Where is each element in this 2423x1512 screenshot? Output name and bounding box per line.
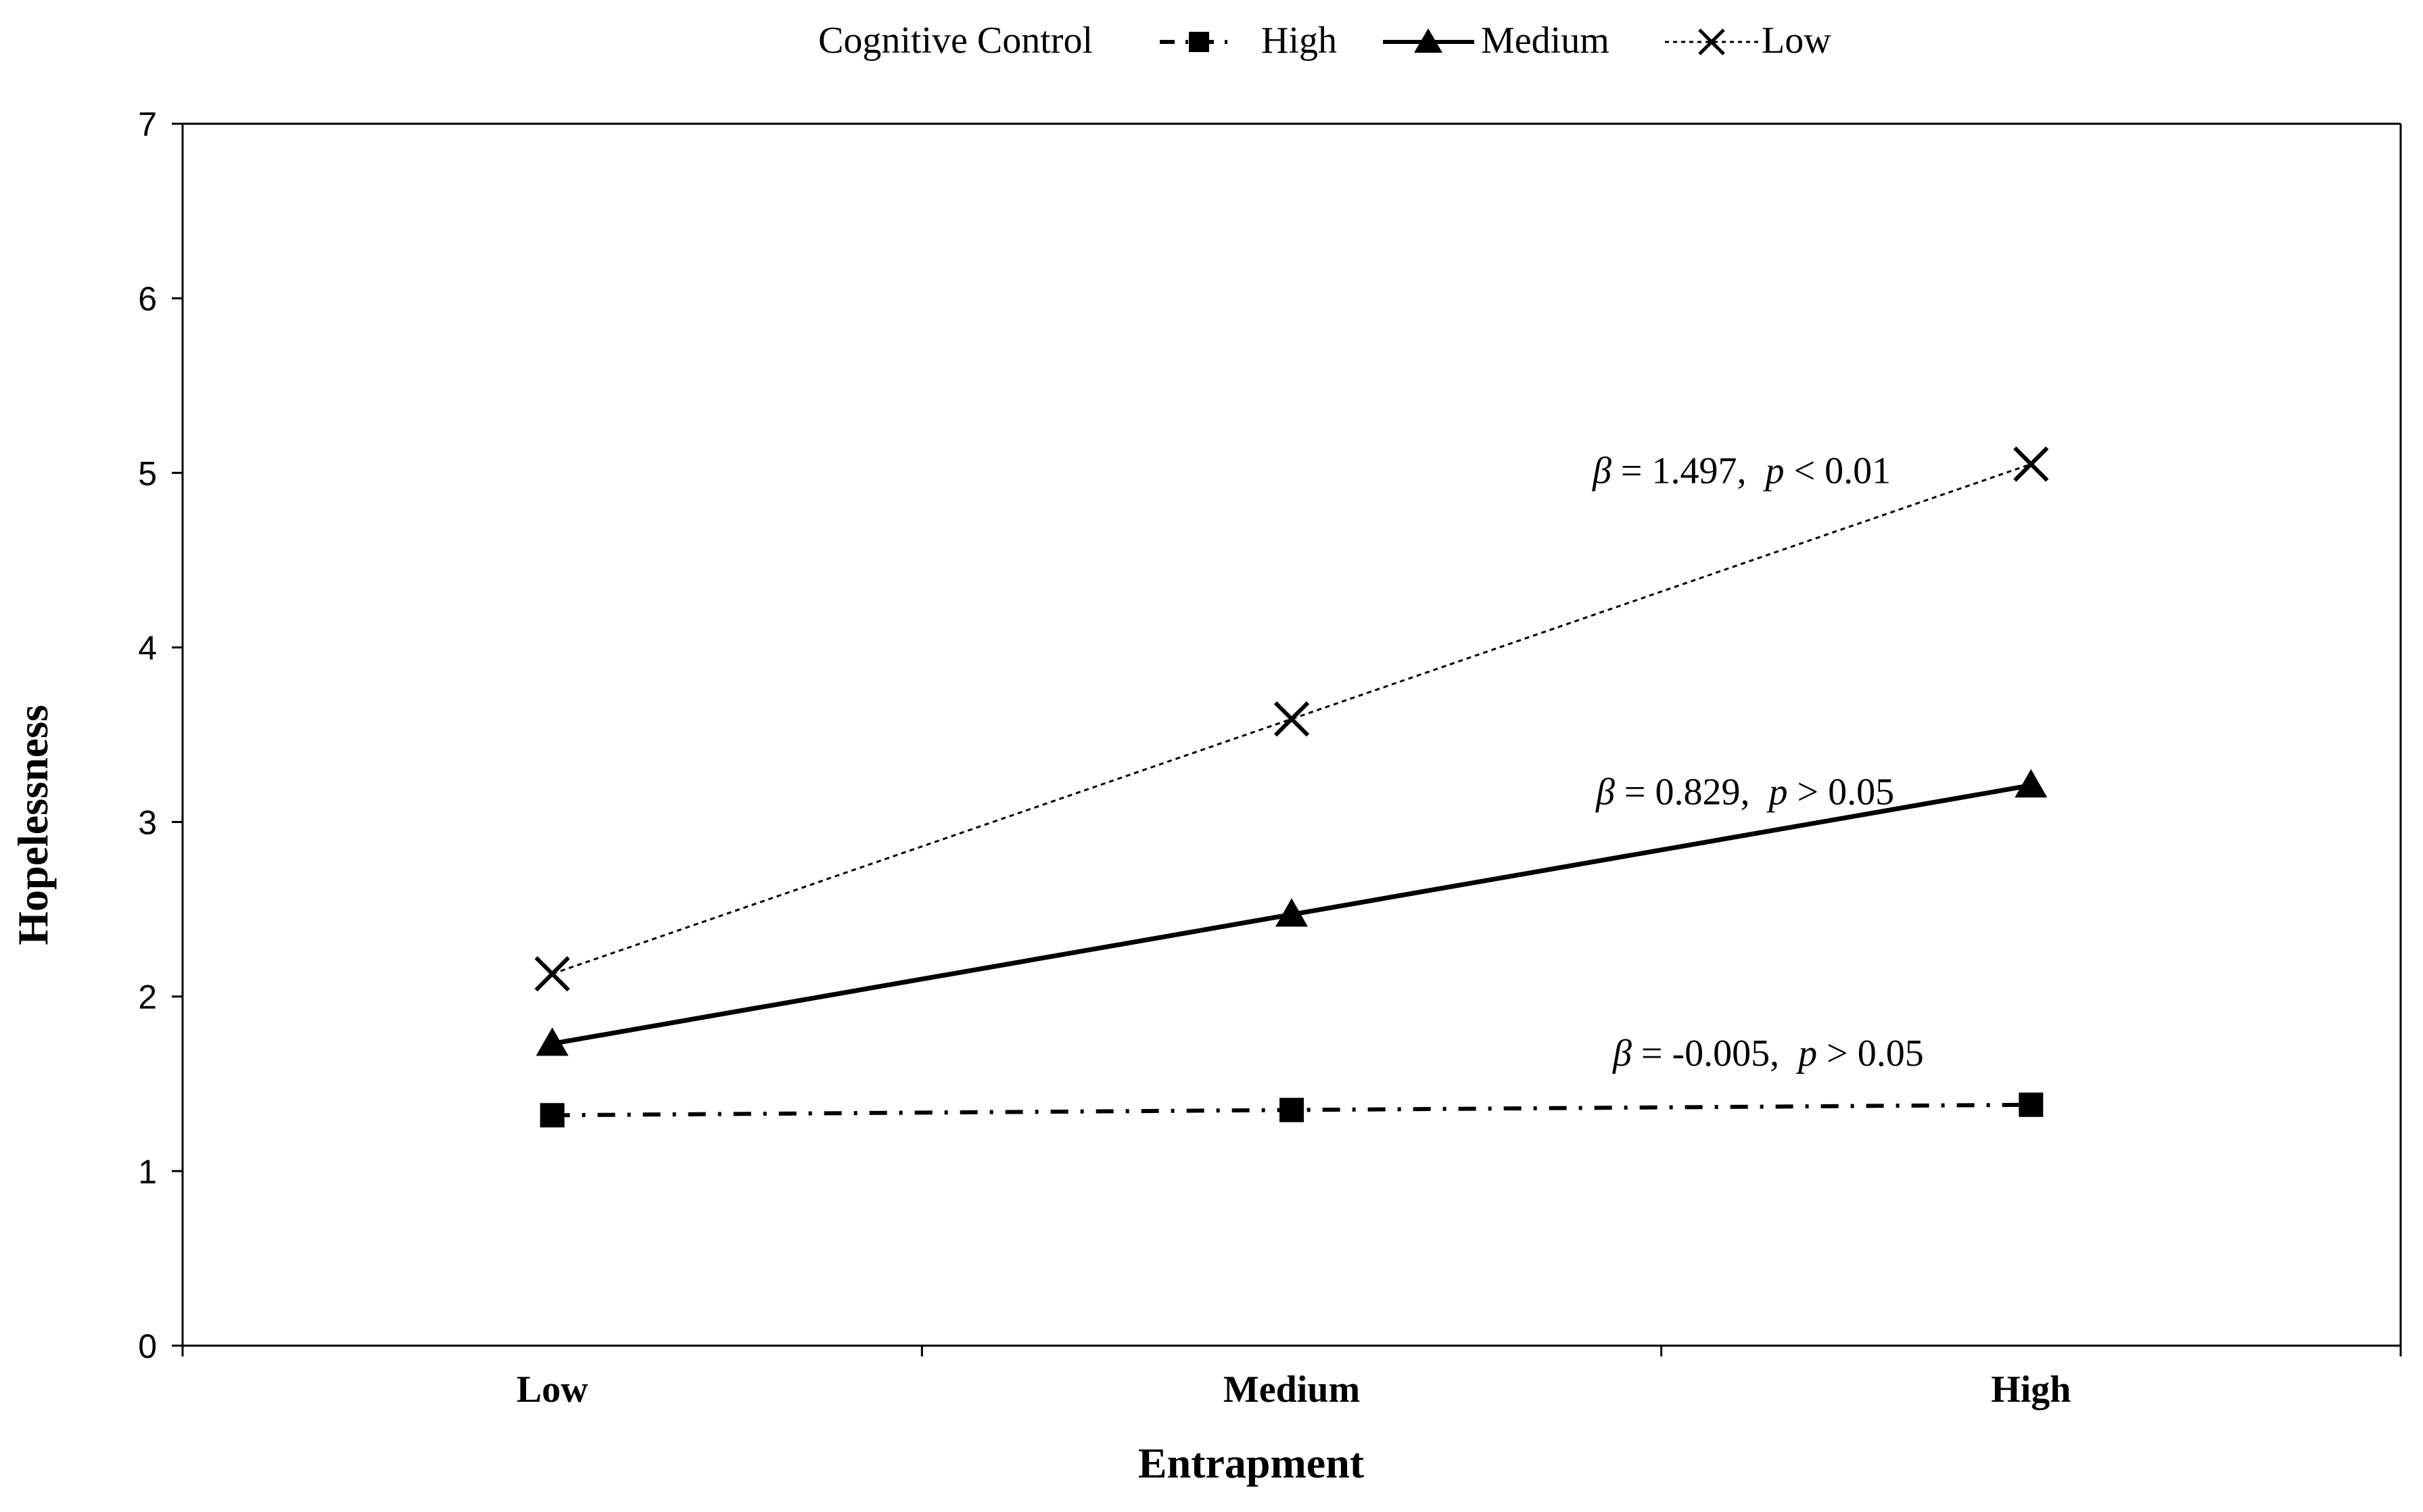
y-axis-title: Hopelessness [9,705,57,945]
series-layer [534,446,2049,1128]
series-low [534,446,2049,992]
legend-marker-high [1189,32,1209,52]
y-tick-label: 4 [138,629,157,667]
annotation-low-beta: β [1592,450,1612,492]
y-tick-label: 6 [138,280,157,318]
series-line-low [552,463,2031,975]
legend-marker-low [1698,28,1725,55]
annotation-high: β = -0.005, p > 0.05 [1612,1033,1924,1074]
annotation-high-p: p [1795,1033,1817,1074]
x-tick-label: Medium [1223,1369,1360,1411]
y-ticks: 0 1 2 3 4 5 6 7 [138,105,183,1365]
point-low-1 [1273,701,1310,737]
annotation-high-beta: β [1612,1033,1632,1074]
annotation-low-p: p [1762,450,1784,492]
point-high-2 [2019,1092,2044,1117]
point-medium-1 [1275,898,1308,927]
y-tick-label: 0 [138,1327,157,1365]
annotation-low-pval: < 0.01 [1784,450,1891,492]
annotation-low: β = 1.497, p < 0.01 [1592,450,1891,492]
x-axis-title: Entrapment [1138,1439,1365,1487]
annotations: β = -0.005, p > 0.05β = 0.829, p > 0.05β… [1592,450,1924,1074]
y-tick-label: 2 [138,978,157,1016]
point-low-0 [534,956,570,992]
x-tick-label: Low [517,1369,588,1411]
legend-label-medium: Medium [1481,20,1609,62]
y-tick-label: 5 [138,454,157,492]
annotation-high-coef: = -0.005, [1632,1033,1798,1074]
x-tick-label: High [1991,1369,2071,1411]
y-tick-label: 1 [138,1153,157,1191]
point-high-0 [540,1103,565,1128]
point-medium-2 [2015,769,2048,798]
annotation-medium-pval: > 0.05 [1787,771,1894,813]
legend-label-high: High [1261,20,1337,62]
annotation-medium-p: p [1766,771,1787,813]
annotation-high-pval: > 0.05 [1817,1033,1924,1074]
y-tick-label: 7 [138,105,157,143]
x-ticks: Low Medium High [181,1346,2402,1411]
annotation-medium-beta: β [1595,771,1615,813]
point-low-2 [2013,446,2049,482]
annotation-low-coef: = 1.497, [1612,450,1766,492]
series-medium [536,769,2048,1056]
annotation-medium-coef: = 0.829, [1615,771,1769,813]
point-high-1 [1279,1097,1304,1123]
point-medium-0 [536,1027,569,1056]
legend-label-low: Low [1762,20,1831,62]
legend: Cognitive Control High Medium Low [818,20,1831,62]
legend-title: Cognitive Control [818,20,1093,62]
series-high [540,1092,2044,1128]
y-tick-label: 3 [138,804,157,842]
annotation-medium: β = 0.829, p > 0.05 [1595,771,1894,813]
legend-marker-medium [1414,28,1442,53]
